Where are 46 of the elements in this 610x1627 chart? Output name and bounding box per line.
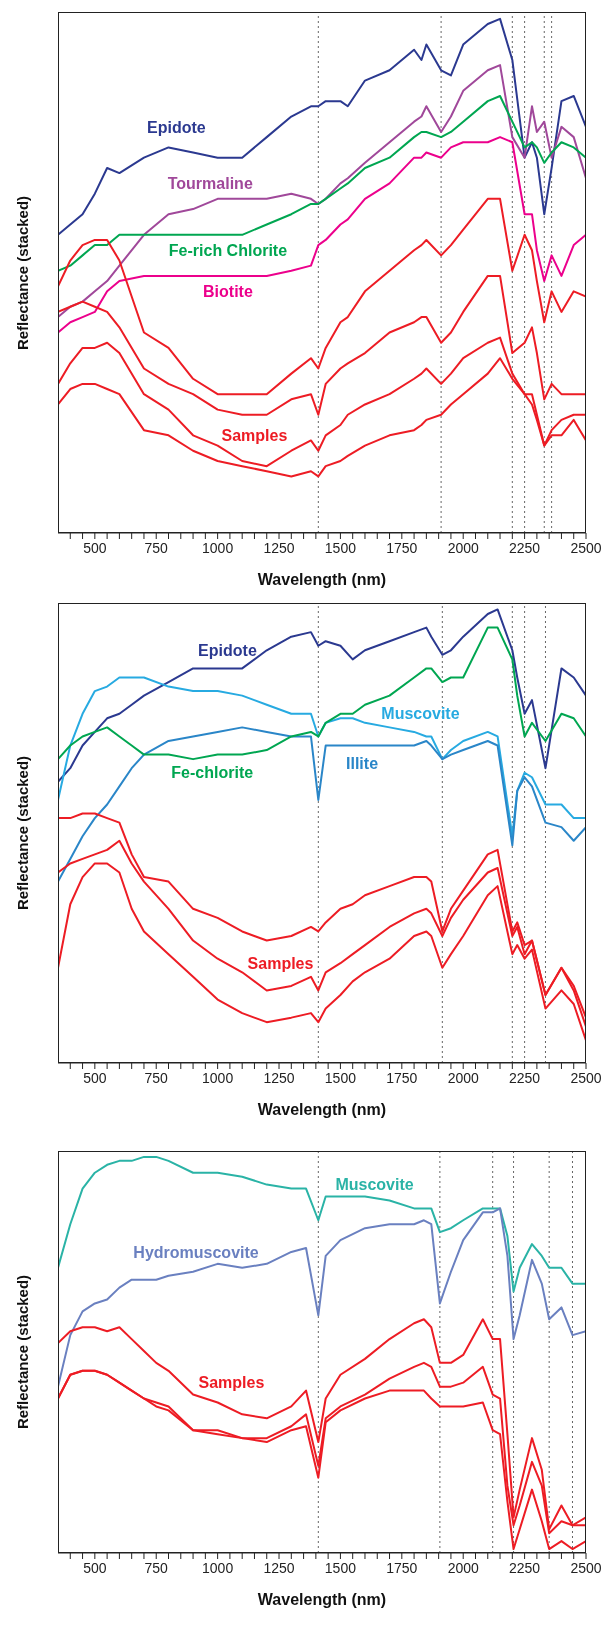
x-tick-label: 2250 bbox=[509, 1560, 541, 1576]
series-label: Illite bbox=[346, 755, 379, 773]
x-tick-label: 1750 bbox=[386, 1070, 418, 1086]
series-label: Muscovite bbox=[381, 705, 460, 723]
x-tick-label: 2250 bbox=[509, 540, 541, 556]
x-tick-label: 2000 bbox=[447, 540, 479, 556]
series-label: Epidote bbox=[198, 641, 257, 659]
x-tick-label: 2500 bbox=[570, 1560, 602, 1576]
x-tick-label: 500 bbox=[83, 540, 107, 556]
x-tick-label: 1750 bbox=[386, 540, 418, 556]
series-label: Samples bbox=[198, 1373, 265, 1391]
y-axis-title: Reflectance (stacked) bbox=[13, 755, 31, 911]
x-axis-title: Wavelength (nm) bbox=[257, 1591, 387, 1608]
x-tick-label: 2250 bbox=[509, 1070, 541, 1086]
series-label: Tourmaline bbox=[167, 175, 253, 193]
y-axis-title: Reflectance (stacked) bbox=[13, 1274, 31, 1430]
x-tick-label: 1250 bbox=[263, 540, 295, 556]
x-tick-label: 2000 bbox=[447, 1560, 479, 1576]
x-tick-label: 2500 bbox=[570, 1070, 602, 1086]
series-label: Epidote bbox=[147, 118, 206, 136]
x-tick-label: 1250 bbox=[263, 1560, 295, 1576]
x-tick-label: 500 bbox=[83, 1070, 107, 1086]
series-label: Muscovite bbox=[335, 1176, 414, 1194]
x-tick-label: 1000 bbox=[202, 1070, 234, 1086]
x-tick-label: 750 bbox=[144, 540, 169, 556]
series-label: Samples bbox=[247, 954, 314, 972]
x-tick-label: 2000 bbox=[447, 1070, 479, 1086]
series-label: Fe-chlorite bbox=[171, 764, 254, 782]
x-tick-label: 2500 bbox=[570, 540, 602, 556]
x-tick-label: 1250 bbox=[263, 1070, 295, 1086]
series-label: Hydromuscovite bbox=[133, 1244, 259, 1262]
series-label: Fe-rich Chlorite bbox=[168, 241, 288, 259]
x-axis-title: Wavelength (nm) bbox=[257, 1101, 387, 1118]
x-tick-label: 1750 bbox=[386, 1560, 418, 1576]
x-axis-title: Wavelength (nm) bbox=[257, 571, 387, 588]
x-tick-label: 500 bbox=[83, 1560, 107, 1576]
text: Samples bbox=[221, 426, 288, 444]
x-tick-label: 1000 bbox=[202, 540, 234, 556]
y-axis-title: Reflectance (stacked) bbox=[13, 195, 31, 350]
x-tick-label: 750 bbox=[144, 1070, 169, 1086]
x-tick-label: 1000 bbox=[202, 1560, 234, 1576]
series-label: Biotite bbox=[203, 283, 253, 301]
x-tick-label: 1500 bbox=[324, 1070, 357, 1086]
x-tick-label: 750 bbox=[144, 1560, 169, 1576]
x-tick-label: 1500 bbox=[324, 1560, 357, 1576]
x-tick-label: 1500 bbox=[324, 540, 357, 556]
